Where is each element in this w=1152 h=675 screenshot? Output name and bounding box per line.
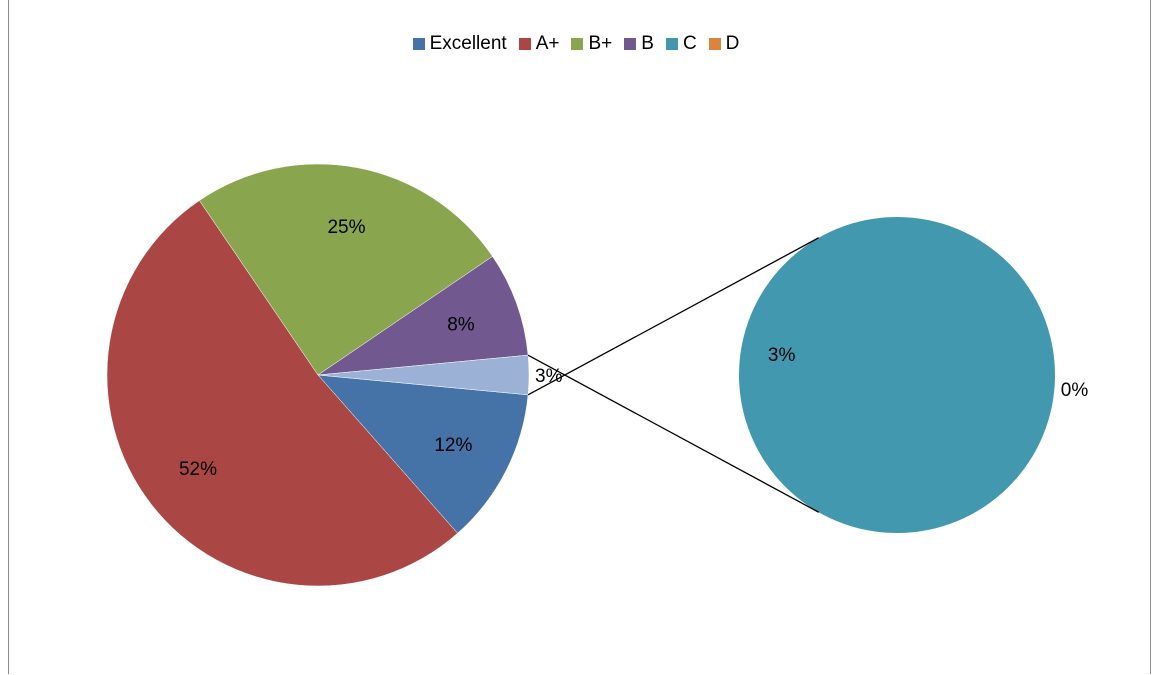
data-label: 25%: [327, 217, 365, 238]
data-label: 3%: [768, 345, 796, 366]
legend-label: D: [725, 33, 740, 54]
legend-label: A+: [535, 33, 560, 54]
legend-item-c: C: [665, 33, 697, 55]
legend-swatch: [708, 38, 721, 50]
data-label: 0%: [1061, 380, 1089, 401]
pie-slice-excellent: [317, 374, 529, 534]
legend-item-b: B: [624, 33, 654, 55]
legend-swatch: [624, 38, 637, 50]
legend-item-d: D: [708, 33, 740, 55]
legend: Excellent A+ B+ B C D: [0, 33, 1152, 55]
chart-frame: [8, 0, 1151, 674]
connector-line-bottom: [527, 354, 820, 513]
legend-swatch: [518, 38, 531, 50]
legend-swatch: [412, 38, 425, 50]
data-label: 12%: [434, 435, 472, 456]
pie-slice-a-: [106, 200, 458, 587]
data-label: 52%: [179, 459, 217, 480]
legend-item-excellent: Excellent: [412, 33, 507, 55]
data-label: 3%: [535, 366, 563, 387]
pie-slice-b-: [199, 163, 493, 376]
data-label: 8%: [447, 315, 475, 336]
legend-item-b-: B+: [571, 33, 612, 55]
legend-label: B+: [588, 33, 613, 54]
legend-swatch: [571, 38, 584, 50]
legend-label: C: [682, 33, 697, 54]
connector-line-top: [527, 237, 820, 396]
pie-slice-b: [317, 256, 529, 376]
secondary-slice-c: [739, 217, 1055, 533]
legend-label: Excellent: [429, 33, 507, 54]
legend-swatch: [665, 38, 678, 50]
legend-label: B: [641, 33, 654, 54]
legend-item-a-: A+: [518, 33, 560, 55]
